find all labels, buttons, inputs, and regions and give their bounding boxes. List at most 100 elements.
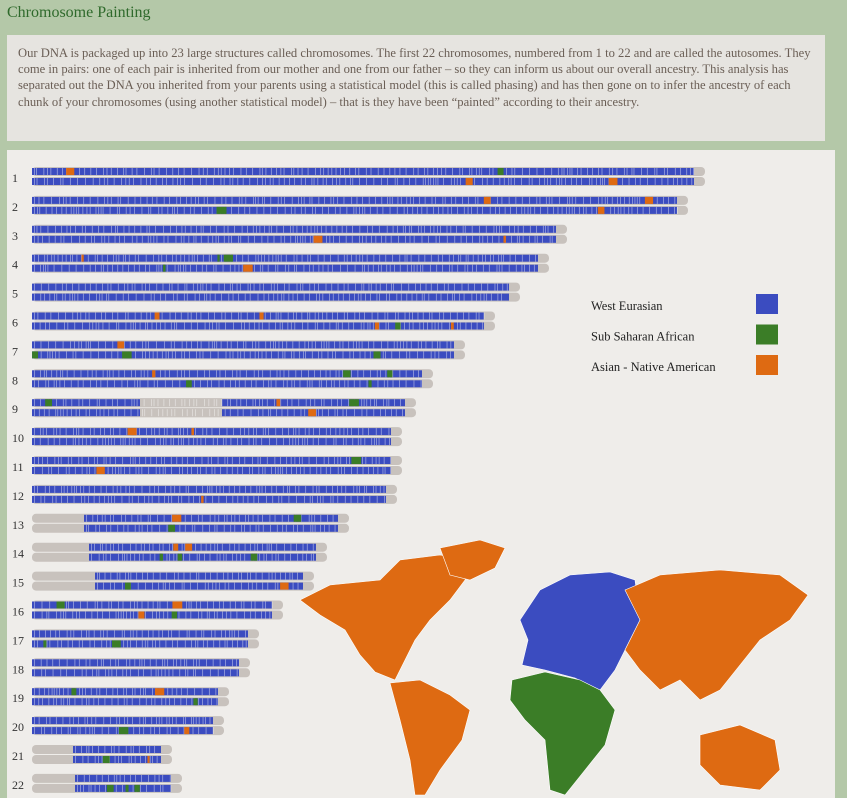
stripe [362, 457, 363, 464]
stripe [63, 485, 65, 493]
stripe [231, 457, 233, 464]
stripe [148, 351, 150, 359]
ancestry-chunk [368, 380, 372, 388]
ancestry-chunk [138, 611, 145, 619]
stripe [95, 370, 97, 378]
stripe [363, 283, 365, 291]
stripe [145, 717, 146, 725]
stripe [207, 601, 208, 609]
stripe [315, 206, 316, 214]
stripe [373, 409, 375, 417]
stripe [196, 351, 198, 359]
stripe [34, 293, 35, 301]
stripe [628, 178, 630, 185]
stripe [509, 225, 510, 233]
stripe [129, 467, 131, 474]
stripe [262, 264, 264, 272]
stripe [188, 630, 190, 638]
strand [32, 312, 484, 320]
stripe [388, 399, 390, 407]
stripe [140, 225, 142, 233]
stripe [364, 351, 366, 359]
stripe [349, 168, 351, 175]
ancestry-chunk [162, 264, 166, 272]
stripe [372, 264, 374, 272]
stripe [94, 485, 96, 493]
stripe [204, 582, 206, 590]
stripe [104, 572, 106, 580]
stripe [298, 428, 300, 436]
stripe [354, 293, 355, 301]
stripe [109, 717, 111, 725]
stripe [342, 293, 344, 301]
stripe [60, 698, 62, 706]
stripe [149, 264, 151, 272]
stripe [47, 264, 49, 272]
stripe [265, 428, 267, 436]
stripe [301, 438, 303, 446]
stripe [399, 168, 401, 175]
stripe [79, 409, 80, 417]
stripe [258, 495, 260, 503]
stripe [506, 168, 507, 175]
stripe [349, 351, 351, 359]
stripe [175, 254, 177, 262]
stripe [117, 196, 119, 204]
stripe [371, 438, 373, 446]
stripe [232, 293, 234, 301]
stripe [297, 524, 298, 532]
stripe [219, 485, 221, 493]
stripe [176, 225, 177, 233]
stripe [54, 235, 56, 243]
stripe [283, 178, 285, 185]
stripe [150, 514, 151, 522]
stripe [248, 514, 250, 522]
stripe [363, 495, 365, 503]
stripe [298, 341, 300, 349]
stripe [153, 399, 155, 407]
strand [32, 254, 538, 262]
stripe [343, 254, 345, 262]
stripe [294, 322, 296, 330]
stripe [153, 235, 155, 243]
stripe [94, 640, 95, 648]
stripe [133, 264, 135, 272]
stripe [168, 399, 170, 407]
stripe [203, 630, 205, 638]
stripe [654, 168, 656, 175]
stripe [196, 485, 197, 493]
stripe [302, 524, 304, 532]
ancestry-chunk [483, 196, 491, 204]
stripe [53, 688, 55, 696]
ancestry-chunk [465, 178, 473, 185]
strand [32, 322, 484, 330]
stripe [124, 717, 125, 725]
stripe [284, 264, 286, 272]
stripe [116, 322, 117, 330]
stripe [183, 572, 185, 580]
stripe [295, 428, 297, 436]
stripe [590, 196, 591, 204]
stripe [231, 206, 232, 214]
stripe [37, 206, 38, 214]
stripe [130, 756, 132, 763]
stripe [383, 457, 385, 464]
stripe [341, 467, 342, 474]
stripe [275, 312, 277, 320]
stripe [547, 206, 549, 214]
stripe [238, 380, 240, 388]
stripe [273, 283, 275, 291]
stripe [186, 283, 188, 291]
stripe [44, 312, 46, 320]
stripe [57, 457, 59, 464]
stripe [115, 254, 117, 262]
stripe [271, 553, 273, 561]
stripe [293, 312, 294, 320]
stripe [255, 572, 257, 580]
stripe [164, 322, 166, 330]
stripe [271, 572, 273, 580]
stripe [244, 428, 245, 436]
stripe [193, 495, 194, 503]
chromosome-label: 15 [12, 576, 24, 590]
stripe [51, 727, 53, 735]
